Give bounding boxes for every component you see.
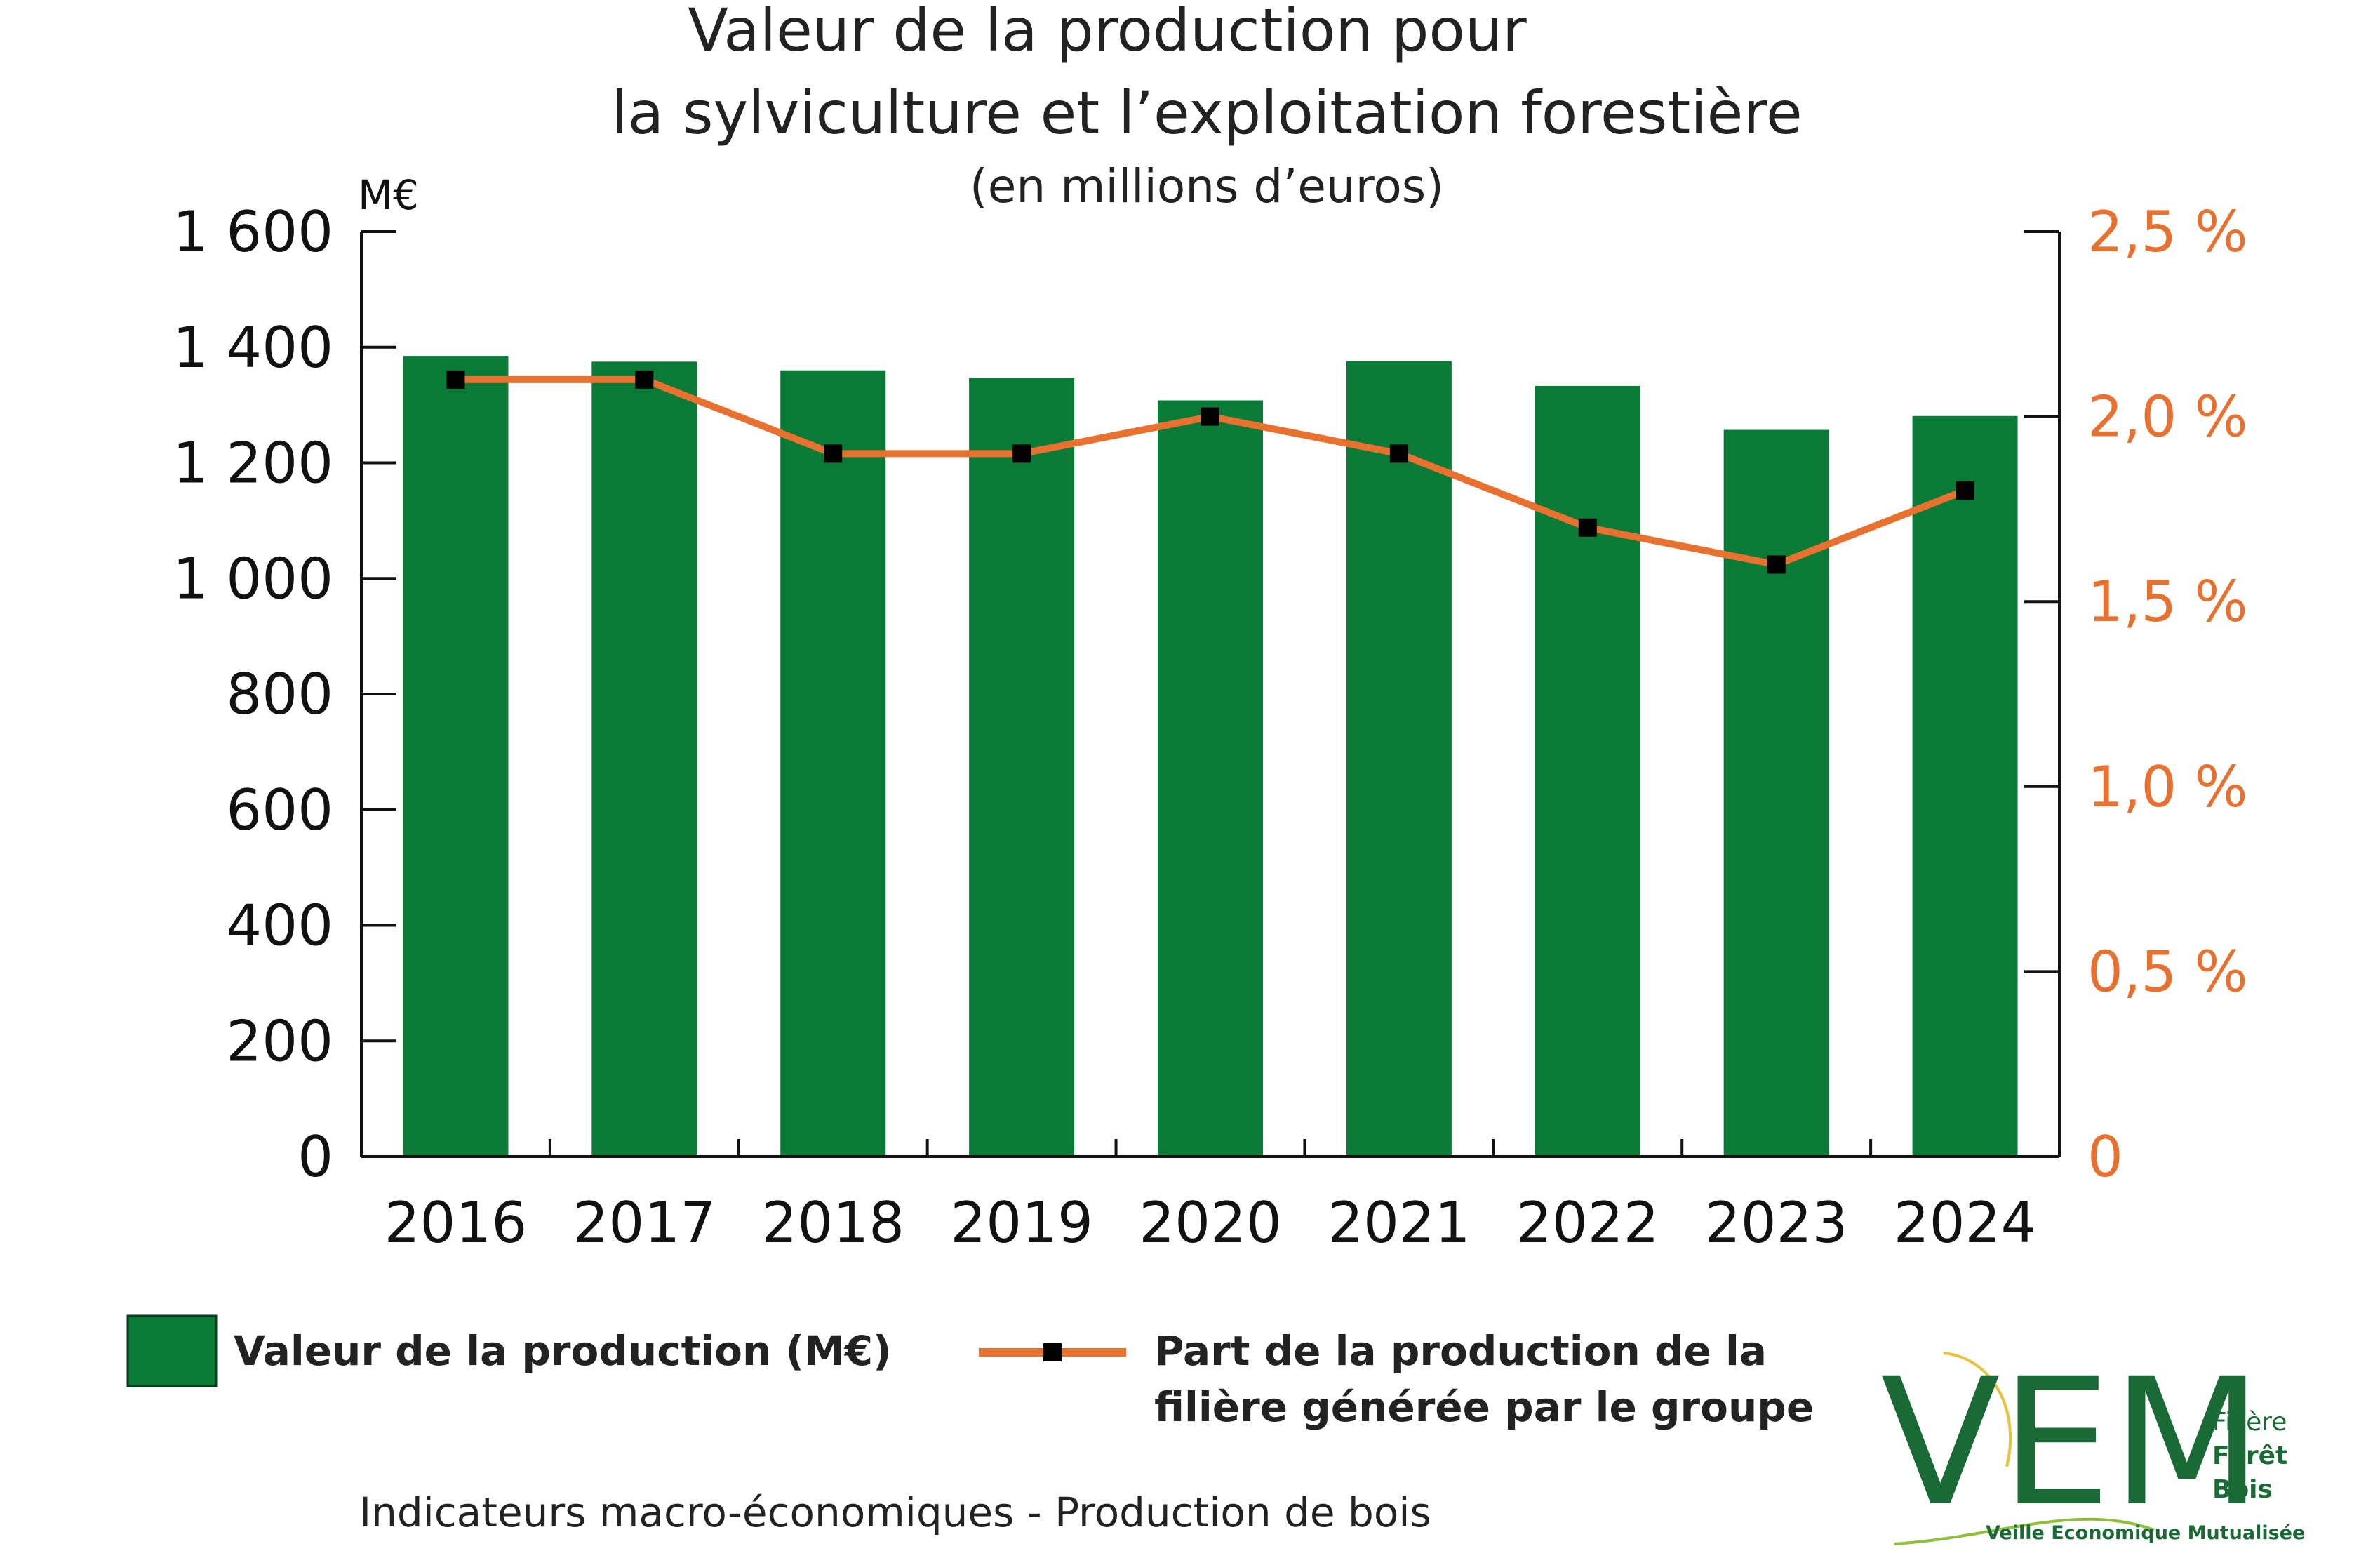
left-tick-label: 1 600 bbox=[173, 199, 333, 265]
left-tick-label: 1 400 bbox=[173, 315, 333, 380]
x-tick-label: 2018 bbox=[761, 1190, 904, 1256]
logo-line-3: Bois bbox=[2212, 1475, 2273, 1504]
line-point-2020 bbox=[1201, 407, 1219, 426]
left-axis-unit: M€ bbox=[358, 171, 419, 219]
bar-2018 bbox=[780, 370, 886, 1157]
x-axis-ticks: 2016 2017 2018 2019 2020 2021 2022 2023 2024 bbox=[385, 1139, 2037, 1256]
left-tick-label: 1 000 bbox=[173, 546, 333, 611]
footer-text: Indicateurs macro-économiques - Producti… bbox=[359, 1489, 1431, 1536]
x-tick-label: 2019 bbox=[950, 1190, 1093, 1256]
line-point-2018 bbox=[824, 444, 843, 463]
right-tick-label: 0 bbox=[2087, 1124, 2123, 1190]
bar-2023 bbox=[1723, 429, 1829, 1157]
logo-line-2: Forêt bbox=[2212, 1441, 2287, 1470]
left-tick-label: 400 bbox=[226, 893, 333, 959]
logo-arc-yellow bbox=[1943, 1352, 2012, 1467]
vem-logo: VEM Filière Forêt Bois Veille Economique… bbox=[1880, 1340, 2305, 1545]
logo-tagline: Veille Economique Mutualisée bbox=[1986, 1522, 2305, 1544]
bar-2020 bbox=[1158, 400, 1263, 1157]
right-tick-label: 2,0 % bbox=[2087, 385, 2248, 450]
line-point-2021 bbox=[1389, 444, 1408, 463]
x-tick-label: 2023 bbox=[1705, 1190, 1848, 1256]
line-point-2022 bbox=[1578, 518, 1597, 537]
bars-group bbox=[403, 356, 2018, 1157]
line-series-group bbox=[446, 370, 1974, 574]
x-tick-label: 2016 bbox=[385, 1190, 528, 1256]
logo-arc-green bbox=[1894, 1517, 2155, 1545]
line-point-2024 bbox=[1956, 481, 1974, 500]
left-tick-label: 0 bbox=[298, 1124, 333, 1190]
right-axis-ticks: 0 0,5 % 1,0 % 1,5 % 2,0 % 2,5 % bbox=[2024, 199, 2248, 1190]
legend-line-label-2: filière générée par le groupe bbox=[1154, 1383, 1814, 1431]
legend-line-label-1: Part de la production de la bbox=[1154, 1327, 1767, 1375]
right-tick-label: 2,5 % bbox=[2087, 199, 2248, 265]
left-tick-label: 800 bbox=[226, 662, 333, 727]
x-tick-label: 2021 bbox=[1328, 1190, 1471, 1256]
left-tick-label: 1 200 bbox=[173, 431, 333, 496]
legend-bar-label: Valeur de la production (M€) bbox=[234, 1327, 892, 1375]
chart-title-line-2: la sylviculture et l’exploitation forest… bbox=[611, 79, 1802, 147]
x-tick-label: 2020 bbox=[1139, 1190, 1282, 1256]
logo-letters: VEM bbox=[1880, 1340, 2263, 1545]
bar-2024 bbox=[1912, 415, 2018, 1157]
line-point-2023 bbox=[1767, 555, 1786, 574]
chart-subtitle: (en millions d’euros) bbox=[970, 159, 1444, 213]
right-tick-label: 1,5 % bbox=[2087, 569, 2248, 634]
bar-2019 bbox=[969, 378, 1075, 1157]
line-point-2016 bbox=[446, 370, 465, 389]
bar-2022 bbox=[1535, 385, 1640, 1157]
legend-bar-swatch bbox=[126, 1314, 218, 1387]
bar-2016 bbox=[403, 356, 509, 1157]
left-tick-label: 600 bbox=[226, 778, 333, 843]
x-tick-label: 2022 bbox=[1516, 1190, 1659, 1256]
right-tick-label: 1,0 % bbox=[2087, 754, 2248, 820]
bar-2021 bbox=[1346, 361, 1452, 1157]
legend-line-marker bbox=[1043, 1343, 1062, 1361]
line-point-2017 bbox=[635, 370, 654, 389]
x-tick-label: 2024 bbox=[1894, 1190, 2037, 1256]
bar-2017 bbox=[591, 361, 697, 1157]
chart-title-line-1: Valeur de la production pour bbox=[688, 0, 1527, 65]
logo-line-1: Filière bbox=[2212, 1408, 2287, 1437]
right-tick-label: 0,5 % bbox=[2087, 939, 2248, 1004]
line-point-2019 bbox=[1012, 444, 1031, 463]
x-tick-label: 2017 bbox=[573, 1190, 716, 1256]
left-axis-ticks: 0 200 400 600 800 1 000 1 200 1 400 1 600 bbox=[173, 199, 396, 1190]
left-tick-label: 200 bbox=[226, 1008, 333, 1074]
